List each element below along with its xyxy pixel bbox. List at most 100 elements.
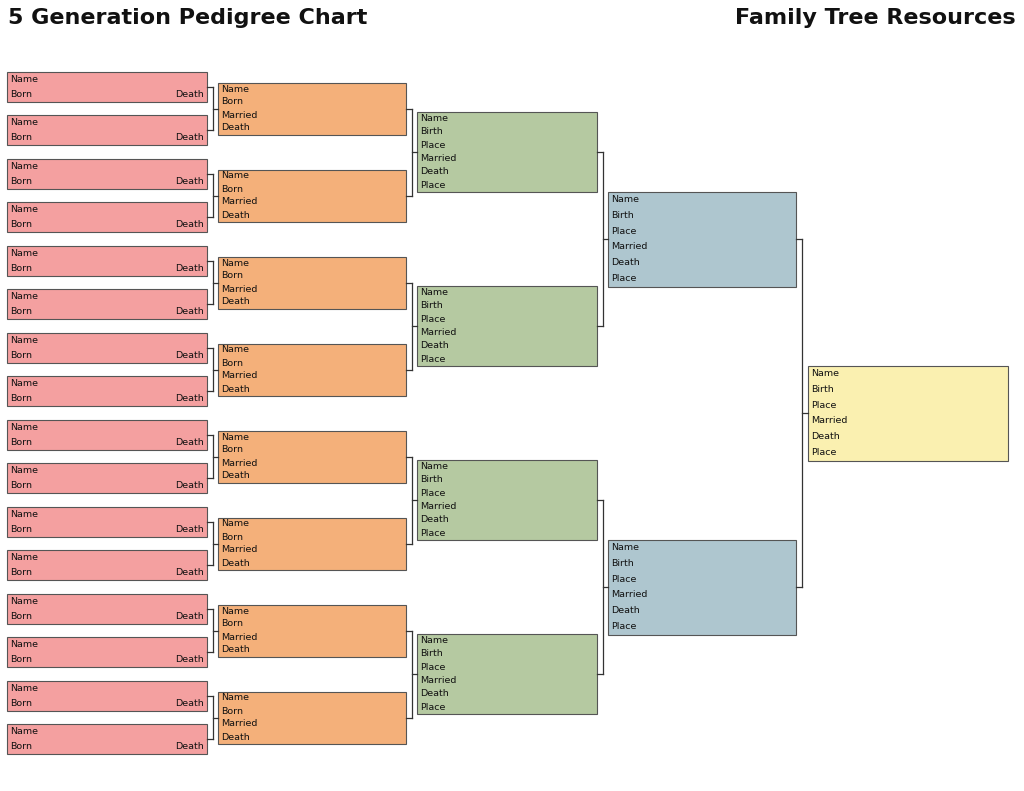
Text: Name: Name [221, 172, 249, 180]
Text: Name: Name [221, 520, 249, 528]
Text: Death: Death [175, 481, 204, 490]
Text: Death: Death [611, 606, 640, 615]
Text: Name: Name [811, 369, 839, 378]
Text: Born: Born [221, 358, 243, 368]
Text: Born: Born [10, 568, 32, 577]
Text: Born: Born [10, 524, 32, 534]
Text: Name: Name [221, 694, 249, 702]
Text: Married: Married [221, 372, 257, 380]
Text: Name: Name [10, 553, 38, 562]
Text: Death: Death [175, 220, 204, 229]
Bar [7, 333, 207, 363]
Text: Married: Married [221, 720, 257, 729]
Text: Married: Married [611, 590, 647, 600]
Text: Married: Married [221, 285, 257, 293]
Bar [218, 169, 406, 221]
Text: Place: Place [420, 703, 445, 712]
Bar [218, 256, 406, 308]
Text: Name: Name [10, 248, 38, 258]
Text: Birth: Birth [420, 649, 442, 658]
Bar [218, 691, 406, 744]
Text: Birth: Birth [420, 301, 442, 311]
Bar [608, 539, 796, 634]
Text: 5 Generation Pedigree Chart: 5 Generation Pedigree Chart [8, 8, 368, 28]
Text: Name: Name [221, 607, 249, 615]
Text: Born: Born [10, 176, 32, 186]
Text: Death: Death [221, 558, 250, 567]
Bar [218, 604, 406, 657]
Text: Married: Married [221, 633, 257, 642]
Bar [417, 634, 597, 714]
Text: Place: Place [811, 400, 837, 410]
Text: Death: Death [221, 297, 250, 306]
Text: Place: Place [611, 622, 636, 631]
Text: Name: Name [420, 288, 449, 297]
Bar [7, 159, 207, 189]
Text: Born: Born [221, 532, 243, 542]
Text: Born: Born [221, 184, 243, 194]
Text: Place: Place [420, 141, 445, 149]
Text: Death: Death [175, 611, 204, 621]
Bar [7, 202, 207, 233]
Text: Death: Death [420, 168, 449, 176]
Text: Born: Born [10, 263, 32, 273]
Text: Death: Death [175, 568, 204, 577]
Bar [7, 681, 207, 711]
Text: Death: Death [175, 350, 204, 360]
Text: Name: Name [10, 205, 38, 214]
Text: Birth: Birth [611, 558, 634, 568]
Bar [7, 115, 207, 146]
Text: Married: Married [420, 676, 457, 685]
Bar [7, 464, 207, 494]
Text: Born: Born [10, 394, 32, 403]
Text: Married: Married [611, 242, 647, 252]
Text: Place: Place [420, 663, 445, 672]
Text: Name: Name [10, 640, 38, 649]
Bar [417, 460, 597, 540]
Text: Place: Place [420, 315, 445, 324]
Bar [7, 246, 207, 276]
Bar [218, 82, 406, 134]
Text: Born: Born [10, 742, 32, 751]
Text: Death: Death [175, 89, 204, 99]
Text: Married: Married [221, 198, 257, 206]
Text: Death: Death [175, 394, 204, 403]
Text: Born: Born [10, 133, 32, 142]
Text: Death: Death [420, 690, 449, 698]
Text: Born: Born [221, 445, 243, 455]
Text: Name: Name [10, 683, 38, 693]
Text: Name: Name [420, 114, 449, 123]
Text: Born: Born [10, 481, 32, 490]
Text: Death: Death [221, 210, 250, 219]
Text: Name: Name [10, 118, 38, 127]
Text: Name: Name [10, 422, 38, 432]
Text: Name: Name [10, 466, 38, 475]
Text: Name: Name [10, 596, 38, 606]
Text: Death: Death [175, 524, 204, 534]
Text: Born: Born [10, 89, 32, 99]
Text: Name: Name [10, 75, 38, 84]
Text: Death: Death [175, 742, 204, 751]
Text: Name: Name [221, 85, 249, 93]
Text: Place: Place [420, 181, 445, 190]
Text: Death: Death [175, 176, 204, 186]
Text: Birth: Birth [420, 475, 442, 485]
Text: Death: Death [221, 123, 250, 133]
Bar [7, 725, 207, 755]
Text: Born: Born [221, 619, 243, 629]
Text: Place: Place [420, 355, 445, 364]
Text: Born: Born [221, 271, 243, 281]
Text: Name: Name [10, 335, 38, 345]
Text: Death: Death [221, 732, 250, 741]
Text: Place: Place [611, 574, 636, 584]
Bar [7, 507, 207, 537]
Text: Place: Place [420, 489, 445, 498]
Text: Born: Born [10, 698, 32, 708]
Text: Death: Death [420, 516, 449, 524]
Text: Name: Name [10, 161, 38, 171]
Text: Married: Married [420, 502, 457, 511]
Text: Death: Death [811, 432, 840, 441]
Text: Married: Married [420, 328, 457, 337]
Bar [417, 286, 597, 366]
Text: Name: Name [420, 636, 449, 645]
